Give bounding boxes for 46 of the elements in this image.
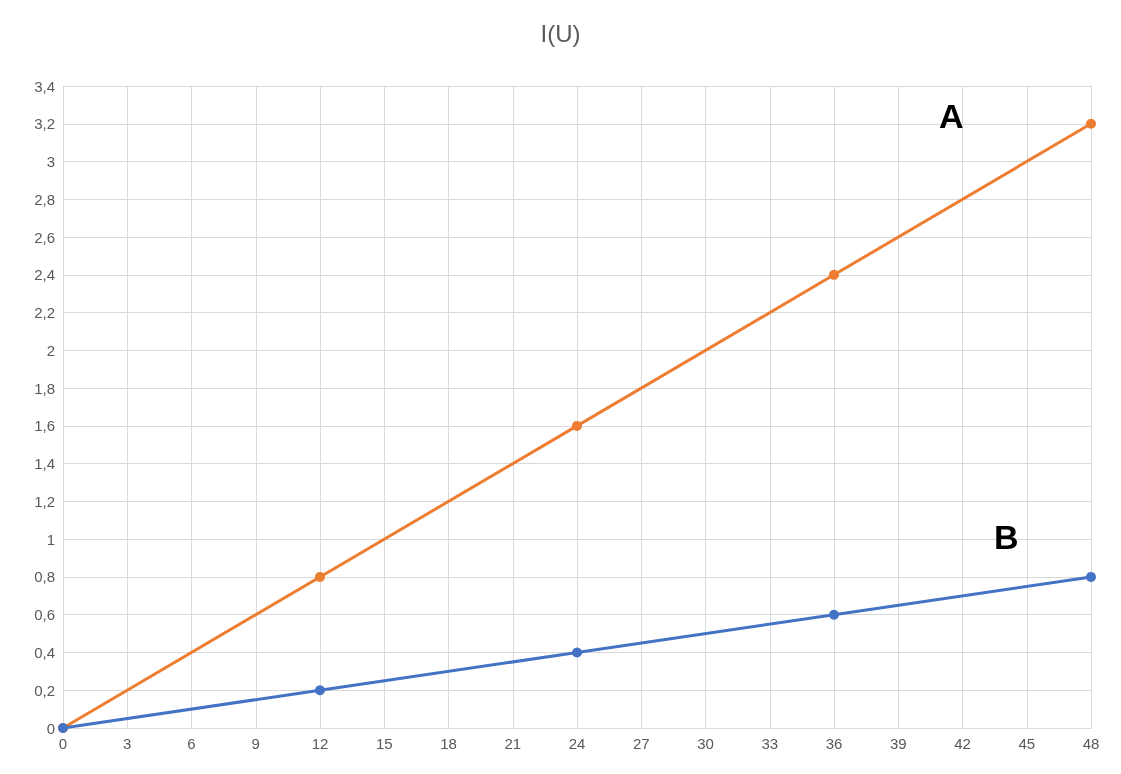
point — [572, 420, 582, 431]
series-label: A — [939, 96, 964, 135]
x-tick-label: 9 — [251, 735, 260, 752]
x-tick-label: 42 — [954, 735, 971, 752]
y-tick-label: 1,8 — [34, 379, 55, 397]
y-tick-label: 2 — [46, 341, 55, 359]
x-tick-label: 15 — [375, 735, 393, 752]
y-tick-label: 0 — [46, 719, 55, 737]
y-tick-label: 0,2 — [34, 681, 55, 699]
y-tick-label: 2,4 — [34, 266, 55, 284]
x-tick-label: 30 — [697, 735, 714, 752]
x-tick-label: 27 — [632, 735, 650, 752]
y-tick-label: 0,8 — [34, 568, 55, 586]
y-tick-label: 3 — [46, 153, 55, 171]
x-tick-label: 18 — [440, 735, 457, 752]
x-tick-label: 3 — [123, 735, 132, 752]
y-tick-label: 3,2 — [34, 115, 55, 133]
point — [315, 685, 325, 696]
x-tick-label: 39 — [889, 735, 907, 752]
y-tick-label: 1 — [46, 530, 55, 548]
x-tick-label: 24 — [568, 735, 586, 752]
x-tick-label: 33 — [761, 735, 779, 752]
point — [829, 269, 839, 280]
point — [1086, 118, 1096, 129]
x-tick-label: 48 — [1082, 735, 1100, 752]
x-tick-label: 36 — [825, 735, 843, 752]
point — [572, 647, 582, 658]
y-tick-label: 1,6 — [34, 417, 55, 435]
point — [315, 571, 325, 582]
point — [1086, 571, 1096, 582]
y-tick-label: 1,2 — [34, 492, 55, 510]
series-label: B — [994, 517, 1019, 556]
x-tick-label: 0 — [58, 735, 68, 752]
x-tick-label: 45 — [1018, 735, 1036, 752]
y-tick-label: 0,4 — [34, 643, 55, 661]
y-tick-label: 1,4 — [34, 455, 55, 473]
point — [829, 609, 839, 620]
y-tick-label: 3,4 — [34, 77, 55, 95]
x-tick-label: 6 — [187, 735, 196, 752]
y-tick-label: 2,2 — [34, 304, 55, 322]
y-tick-label: 0,6 — [34, 606, 55, 624]
chart-title: I(U) — [540, 19, 581, 47]
y-tick-label: 2,8 — [34, 190, 55, 208]
y-tick-label: 2,6 — [34, 228, 55, 246]
x-tick-label: 21 — [504, 735, 522, 752]
x-tick-label: 12 — [311, 735, 329, 752]
